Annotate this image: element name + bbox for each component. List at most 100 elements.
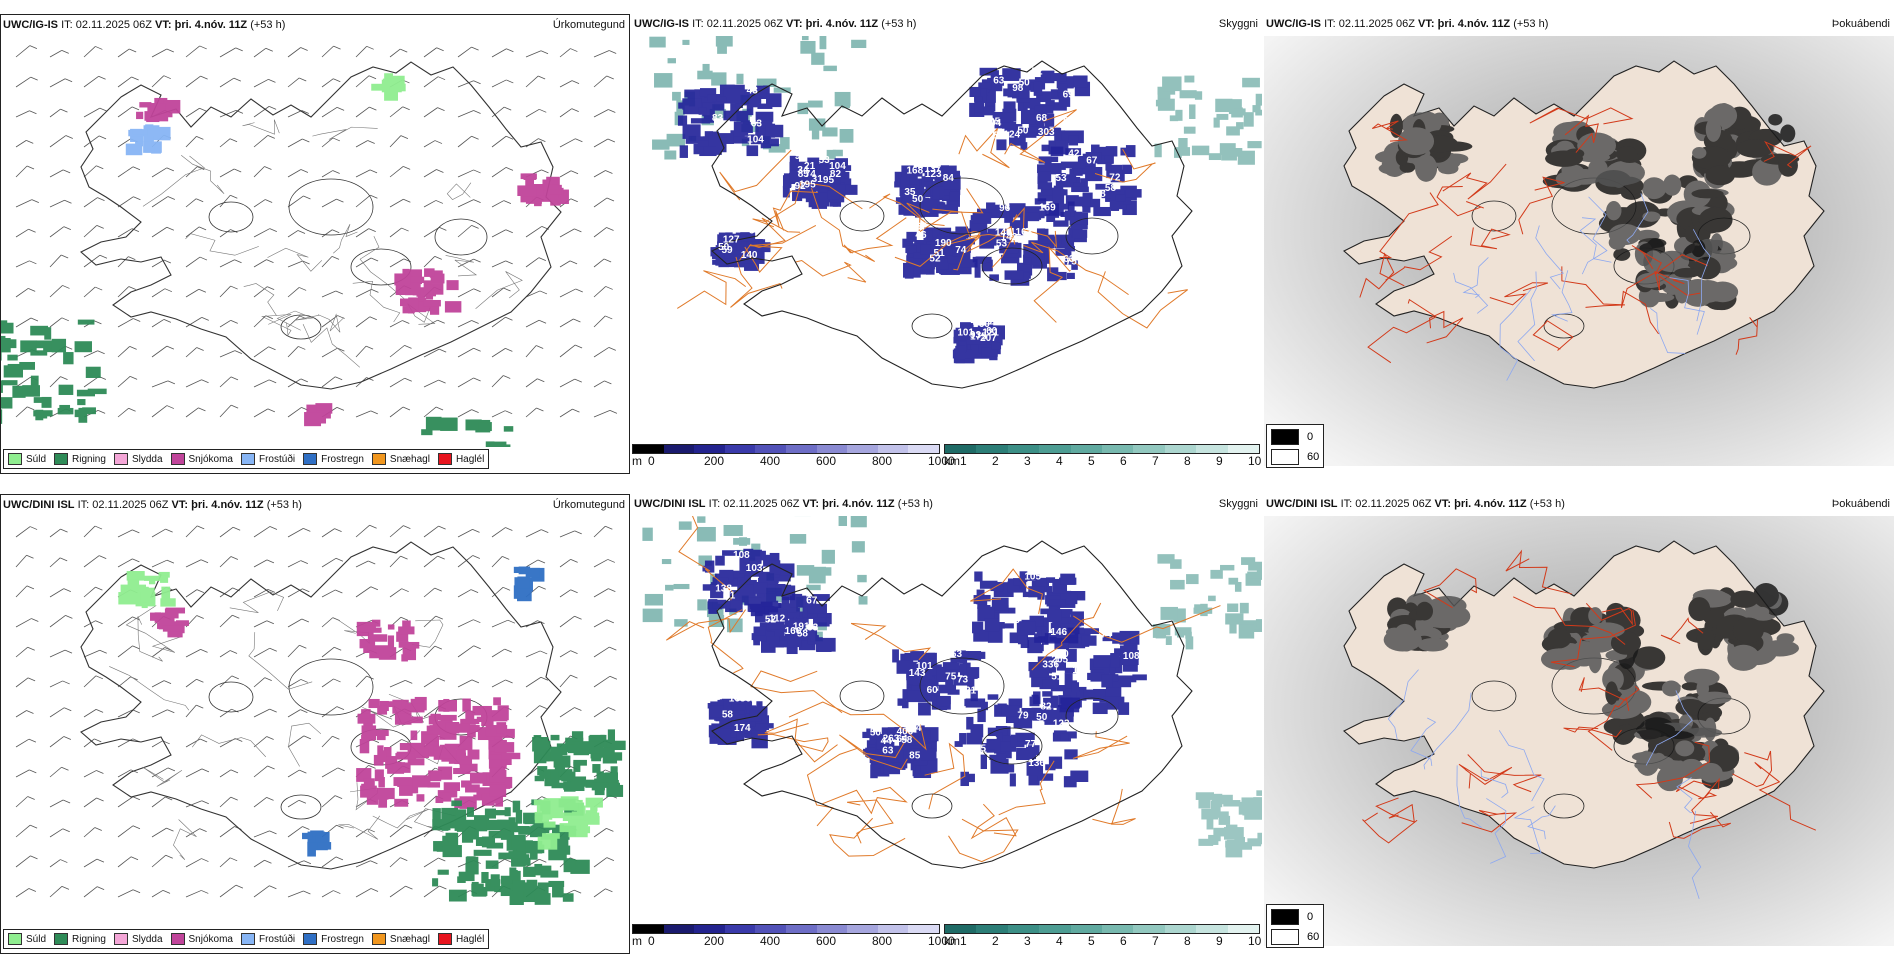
legend-item: Frostregn: [303, 453, 364, 465]
ceiling-value-label: 95: [823, 175, 835, 186]
colorbar-tick: 2: [992, 454, 999, 468]
colorbar-tick: 2: [992, 934, 999, 948]
ceiling-value-label: 58: [722, 709, 734, 720]
colorbar-strip: [632, 924, 940, 934]
ceiling-value-label: 101: [957, 328, 974, 339]
ceiling-value-label: 205: [1051, 655, 1068, 666]
colorbar-tick: 400: [760, 454, 780, 468]
ceiling-value-label: 146: [1050, 627, 1067, 638]
glacier-outline: [840, 681, 884, 711]
glacier-outline: [209, 682, 253, 712]
precip-area: [748, 594, 836, 654]
fog-panel-row2: UWC/DINI ISL IT: 02.11.2025 06Z VT: þri.…: [1264, 494, 1894, 954]
legend-item: Slydda: [114, 933, 163, 945]
ceiling-value-label: 71: [912, 160, 924, 171]
ceiling-value-label: 96: [999, 203, 1011, 214]
ceiling-value-label: 119: [1050, 741, 1067, 752]
panel-title: UWC/DINI ISL IT: 02.11.2025 06Z VT: þri.…: [1266, 498, 1565, 510]
ceiling-map: 1232634431646358108791018582735658525074…: [632, 516, 1262, 916]
legend-label: Slydda: [132, 934, 163, 945]
ceiling-value-label: 123: [1053, 719, 1070, 730]
precip-area: [126, 124, 171, 155]
ceiling-value-label: 63: [751, 119, 763, 130]
colorbar-tick: 800: [872, 454, 892, 468]
precip-area: [1154, 76, 1262, 165]
colorbar-tick: 9: [1216, 454, 1223, 468]
legend-label: Snjókoma: [189, 934, 233, 945]
ceiling-map: 1943031959212116916822253505142345269385…: [632, 36, 1262, 436]
glacier-outline: [912, 314, 952, 338]
ceiling-value-label: 85: [909, 750, 921, 761]
ceiling-value-label: 56: [1009, 615, 1021, 626]
legend-item: Frostúði: [241, 933, 295, 945]
colorbar-tick: 3: [1024, 454, 1031, 468]
precip-area: [1196, 788, 1262, 857]
panel-type-label: Skyggni: [1219, 498, 1258, 510]
ceiling-value-label: 140: [741, 250, 758, 261]
legend-label: Rigning: [72, 454, 106, 465]
colorbar-unit: m: [632, 454, 642, 468]
fog-legend-label: 60: [1307, 931, 1319, 943]
ceiling-value-label: 138: [715, 584, 732, 595]
ceiling-value-label: 50: [870, 728, 882, 739]
ceiling-value-label: 60: [986, 326, 998, 337]
precip-map: [1, 37, 630, 447]
precip-map: [1, 517, 630, 927]
colorbar-unit: m: [632, 934, 642, 948]
legend-label: Snæhagl: [390, 934, 430, 945]
legend-label: Rigning: [72, 934, 106, 945]
ceiling-value-label: 67: [806, 595, 818, 606]
ceiling-value-label: 82: [1040, 701, 1052, 712]
ceiling-panel-row1: UWC/IG-IS IT: 02.11.2025 06Z VT: þri. 4.…: [632, 14, 1262, 474]
colorbar-tick: 5: [1088, 454, 1095, 468]
colorbar-tick: 8: [1184, 454, 1191, 468]
panel-title: UWC/DINI ISL IT: 02.11.2025 06Z VT: þri.…: [3, 499, 302, 511]
ceiling-value-label: 53: [992, 130, 1004, 141]
precip-legend: Súld Rigning Slydda Snjókoma Frostúði Frostre…: [3, 929, 489, 949]
ceiling-panel-row2: UWC/DINI ISL IT: 02.11.2025 06Z VT: þri.…: [632, 494, 1262, 954]
colorbar-tick: 4: [1056, 934, 1063, 948]
colorbar-tick: 0: [648, 934, 655, 948]
glacier-outline: [289, 179, 373, 235]
precip-area: [514, 567, 545, 602]
fog-legend-swatch: [1271, 449, 1299, 465]
ceiling-value-label: 53: [996, 239, 1008, 250]
ceiling-value-label: 64: [1063, 116, 1075, 127]
colorbar-tick: 200: [704, 934, 724, 948]
colorbar-tick: 400: [760, 934, 780, 948]
legend-item: Súld: [8, 453, 46, 465]
ceiling-value-label: 51: [1051, 671, 1063, 682]
fog-map: [1264, 516, 1894, 946]
ceiling-value-label: 74: [1101, 630, 1113, 641]
ceiling-value-label: 121: [959, 685, 976, 696]
panel-type-label: Úrkomutegund: [553, 19, 625, 31]
panel-type-label: Úrkomutegund: [553, 499, 625, 511]
ceiling-value-label: 105: [1024, 572, 1041, 583]
ceiling-value-label: 87: [749, 225, 761, 236]
ceiling-value-label: 163: [1016, 227, 1033, 238]
ceiling-value-label: 92: [795, 181, 807, 192]
ceiling-value-label: 31: [812, 174, 824, 185]
ceiling-value-label: 58: [1105, 183, 1117, 194]
colorbar-strip: [944, 444, 1260, 454]
precip-area: [357, 620, 420, 662]
legend-label: Snjókoma: [189, 454, 233, 465]
panel-type-label: Þokuábendi: [1832, 498, 1890, 510]
legend-swatch: [438, 933, 452, 945]
legend-label: Frostregn: [321, 934, 364, 945]
legend-item: Súld: [8, 933, 46, 945]
precip-area: [136, 98, 180, 122]
legend-item: Snæhagl: [372, 933, 430, 945]
ceiling-value-label: 52: [1031, 66, 1043, 77]
legend-item: Frostúði: [241, 453, 295, 465]
ceiling-value-label: 50: [1036, 712, 1048, 723]
ceiling-value-label: 124: [1003, 129, 1020, 140]
glacier-outline: [840, 201, 884, 231]
colorbar-tick: 800: [872, 934, 892, 948]
legend-item: Snæhagl: [372, 453, 430, 465]
